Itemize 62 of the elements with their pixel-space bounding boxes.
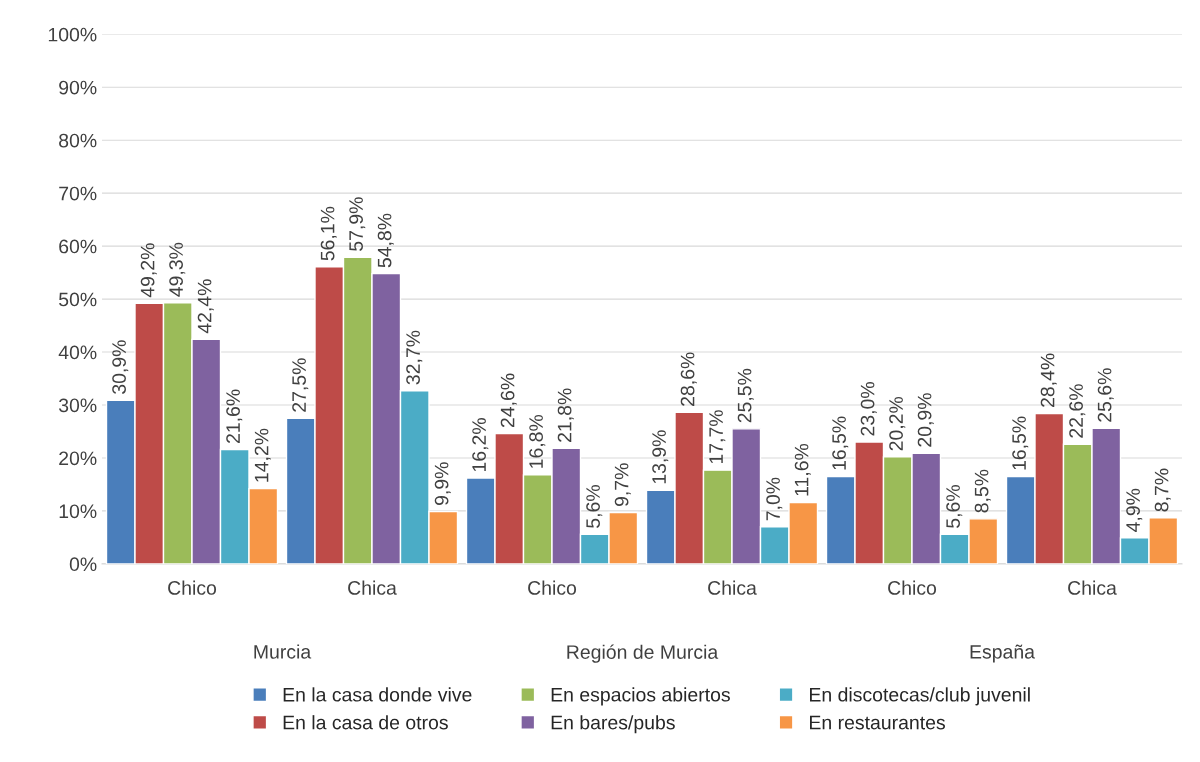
legend-label: En restaurantes xyxy=(810,715,945,730)
data-label: 25,5% xyxy=(737,368,754,423)
data-label: 49,2% xyxy=(140,243,157,298)
x-tick-label: Chico xyxy=(168,580,217,595)
y-tick-label: 50% xyxy=(59,292,97,307)
data-label: 13,9% xyxy=(652,430,669,484)
data-label: 56,1% xyxy=(320,206,337,261)
y-tick-label: 10% xyxy=(59,504,97,519)
data-label: 20,2% xyxy=(889,396,906,451)
data-label: 5,6% xyxy=(946,485,963,528)
data-label: 42,4% xyxy=(197,279,214,334)
data-label: 49,3% xyxy=(169,242,186,297)
data-label: 8,7% xyxy=(1154,468,1171,512)
data-label: 7,0% xyxy=(766,477,783,521)
data-label: 22,6% xyxy=(1069,384,1086,438)
y-tick-label: 0% xyxy=(69,557,97,572)
data-label: 17,7% xyxy=(709,410,726,464)
legend-label: En discotecas/club juvenil xyxy=(810,687,1030,706)
y-tick-label: 20% xyxy=(59,451,97,466)
data-label: 28,4% xyxy=(1040,353,1057,407)
legend-label: En la casa de otros xyxy=(283,715,448,730)
data-label: 16,5% xyxy=(1012,416,1029,470)
data-label: 28,6% xyxy=(680,352,697,406)
data-label: 20,9% xyxy=(917,393,934,447)
y-tick-label: 80% xyxy=(59,133,97,148)
text: Región de Murcia xyxy=(567,644,719,663)
data-label: 21,8% xyxy=(557,388,574,442)
data-label: 16,8% xyxy=(529,414,546,468)
y-tick-label: 60% xyxy=(59,239,97,254)
data-label: 23,0% xyxy=(860,382,877,436)
data-label: 9,9% xyxy=(434,462,451,505)
y-tick-label: 90% xyxy=(59,80,97,95)
data-label: 5,6% xyxy=(586,485,603,528)
legend-label: En bares/pubs xyxy=(551,715,675,734)
text: España xyxy=(970,644,1035,663)
data-label: 25,6% xyxy=(1097,368,1114,422)
data-label: 30,9% xyxy=(112,340,129,394)
x-tick-label: Chica xyxy=(708,580,757,595)
x-tick-label: Chica xyxy=(348,580,397,595)
x-tick-label: Chico xyxy=(888,580,937,595)
x-tick-label: Chico xyxy=(528,580,577,595)
data-label: 21,6% xyxy=(226,389,243,443)
data-label: 16,5% xyxy=(832,416,849,470)
data-label: 16,2% xyxy=(472,418,489,472)
data-label: 8,5% xyxy=(974,469,991,513)
data-label: 32,7% xyxy=(406,330,423,385)
data-label: 54,8% xyxy=(377,213,394,268)
data-label: 4,9% xyxy=(1126,488,1143,532)
data-label: 57,9% xyxy=(349,197,366,251)
legend-label: En la casa donde vive xyxy=(283,687,472,702)
data-label: 14,2% xyxy=(254,428,271,482)
y-tick-label: 40% xyxy=(58,345,97,360)
data-label: 27,5% xyxy=(292,358,309,412)
x-tick-label: Chica xyxy=(1068,580,1117,595)
data-label: 24,6% xyxy=(500,373,517,428)
y-tick-label: 100% xyxy=(48,27,97,42)
legend-label: En espacios abiertos xyxy=(551,687,730,706)
text: Murcia xyxy=(254,644,312,659)
data-label: 9,7% xyxy=(614,463,631,507)
y-tick-label: 30% xyxy=(58,398,97,413)
y-tick-label: 70% xyxy=(59,186,97,201)
data-label: 11,6% xyxy=(794,443,811,496)
